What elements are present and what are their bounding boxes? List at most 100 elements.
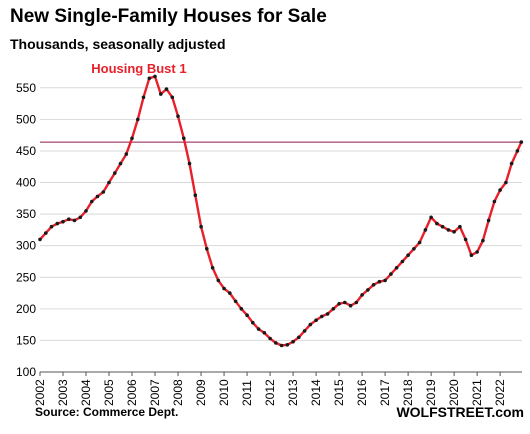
- data-point-65: [412, 247, 416, 251]
- data-point-39: [262, 331, 267, 335]
- data-point-50: [325, 312, 330, 316]
- y-tick-label-200: 200: [16, 302, 36, 316]
- data-point-5: [67, 217, 71, 221]
- x-tick-label-2004: 2004: [79, 379, 93, 406]
- x-tick-label-2003: 2003: [56, 379, 70, 406]
- data-point-81: [504, 180, 508, 185]
- data-point-12: [107, 180, 111, 185]
- data-point-21: [159, 92, 163, 96]
- y-tick-label-300: 300: [16, 239, 36, 253]
- data-point-41: [274, 341, 278, 345]
- data-point-56: [360, 293, 364, 297]
- x-tick-label-2010: 2010: [217, 379, 231, 406]
- data-point-19: [147, 76, 152, 81]
- data-point-71: [446, 228, 451, 232]
- x-tick-label-2022: 2022: [493, 379, 507, 406]
- data-point-72: [452, 230, 456, 234]
- data-point-57: [366, 288, 370, 292]
- data-point-51: [331, 307, 336, 311]
- data-point-4: [61, 219, 65, 224]
- data-point-66: [417, 240, 422, 245]
- data-point-16: [130, 136, 134, 141]
- data-point-27: [193, 193, 198, 197]
- data-point-63: [400, 259, 405, 264]
- data-point-38: [256, 327, 261, 331]
- annotation-housing-bust: Housing Bust 1: [91, 61, 186, 76]
- data-point-68: [429, 215, 433, 220]
- brand-label: WOLFSTREET.com: [396, 404, 524, 420]
- data-point-23: [170, 95, 175, 100]
- data-point-42: [279, 343, 284, 348]
- chart-title: New Single-Family Houses for Sale: [10, 6, 327, 27]
- y-tick-label-150: 150: [16, 333, 36, 347]
- x-tick-label-2014: 2014: [309, 379, 323, 406]
- series-layer: [38, 74, 524, 348]
- data-point-75: [469, 253, 474, 257]
- source-note: Source: Commerce Dept.: [35, 405, 179, 419]
- x-tick-label-2009: 2009: [194, 379, 208, 406]
- x-tick-label-2020: 2020: [447, 379, 461, 406]
- data-point-24: [176, 114, 180, 118]
- data-point-29: [205, 247, 209, 251]
- data-point-53: [343, 300, 347, 305]
- data-point-33: [228, 291, 232, 295]
- data-point-82: [509, 161, 514, 166]
- data-point-74: [463, 237, 468, 242]
- x-tick-label-2019: 2019: [424, 379, 438, 406]
- data-point-70: [440, 224, 445, 229]
- data-point-67: [423, 228, 428, 232]
- data-point-11: [101, 190, 106, 194]
- data-point-60: [383, 278, 387, 283]
- data-point-0: [38, 237, 42, 242]
- data-point-30: [210, 266, 215, 270]
- data-point-64: [406, 253, 410, 257]
- data-point-52: [337, 302, 341, 306]
- data-point-45: [297, 335, 301, 340]
- data-point-35: [239, 307, 244, 311]
- y-tick-label-400: 400: [16, 176, 36, 190]
- gridlines: [40, 87, 522, 373]
- x-tick-label-2013: 2013: [286, 379, 300, 406]
- data-point-1: [44, 231, 48, 235]
- data-point-84: [519, 140, 524, 144]
- data-point-83: [515, 149, 520, 153]
- series-line: [39, 75, 523, 347]
- x-tick-label-2011: 2011: [240, 380, 254, 406]
- x-tick-label-2016: 2016: [355, 379, 369, 406]
- axis-layer: 100 150 200 250 300 350 400 450 500 550 2002 2003 20…: [16, 81, 522, 406]
- x-tick-label-2002: 2002: [33, 379, 47, 406]
- chart-subtitle: Thousands, seasonally adjusted: [10, 36, 226, 52]
- x-tick-label-2018: 2018: [401, 379, 415, 406]
- data-point-61: [389, 272, 393, 276]
- data-point-17: [136, 117, 140, 122]
- data-point-80: [498, 188, 502, 192]
- data-point-40: [268, 336, 272, 341]
- data-point-36: [245, 313, 249, 318]
- x-tick-label-2006: 2006: [125, 379, 139, 406]
- data-point-55: [354, 300, 359, 305]
- y-tick-label-550: 550: [16, 81, 36, 95]
- data-point-8: [84, 209, 88, 213]
- data-point-46: [302, 329, 307, 333]
- x-tick-label-2008: 2008: [171, 379, 185, 406]
- data-point-73: [458, 224, 462, 229]
- data-point-43: [285, 343, 290, 347]
- y-tick-label-250: 250: [16, 270, 36, 284]
- data-point-26: [187, 161, 192, 166]
- data-point-34: [233, 299, 238, 304]
- x-tick-label-2005: 2005: [102, 379, 116, 406]
- data-point-49: [320, 314, 324, 319]
- data-point-6: [72, 218, 77, 223]
- data-point-48: [314, 318, 318, 323]
- data-point-32: [222, 286, 226, 291]
- data-point-2: [49, 224, 54, 229]
- data-point-69: [435, 221, 439, 226]
- data-point-76: [475, 250, 479, 254]
- data-point-77: [481, 238, 485, 243]
- data-point-7: [78, 215, 83, 220]
- y-tick-label-500: 500: [16, 112, 36, 126]
- y-tick-label-100: 100: [16, 365, 36, 379]
- data-point-15: [124, 152, 129, 156]
- data-point-20: [153, 74, 157, 79]
